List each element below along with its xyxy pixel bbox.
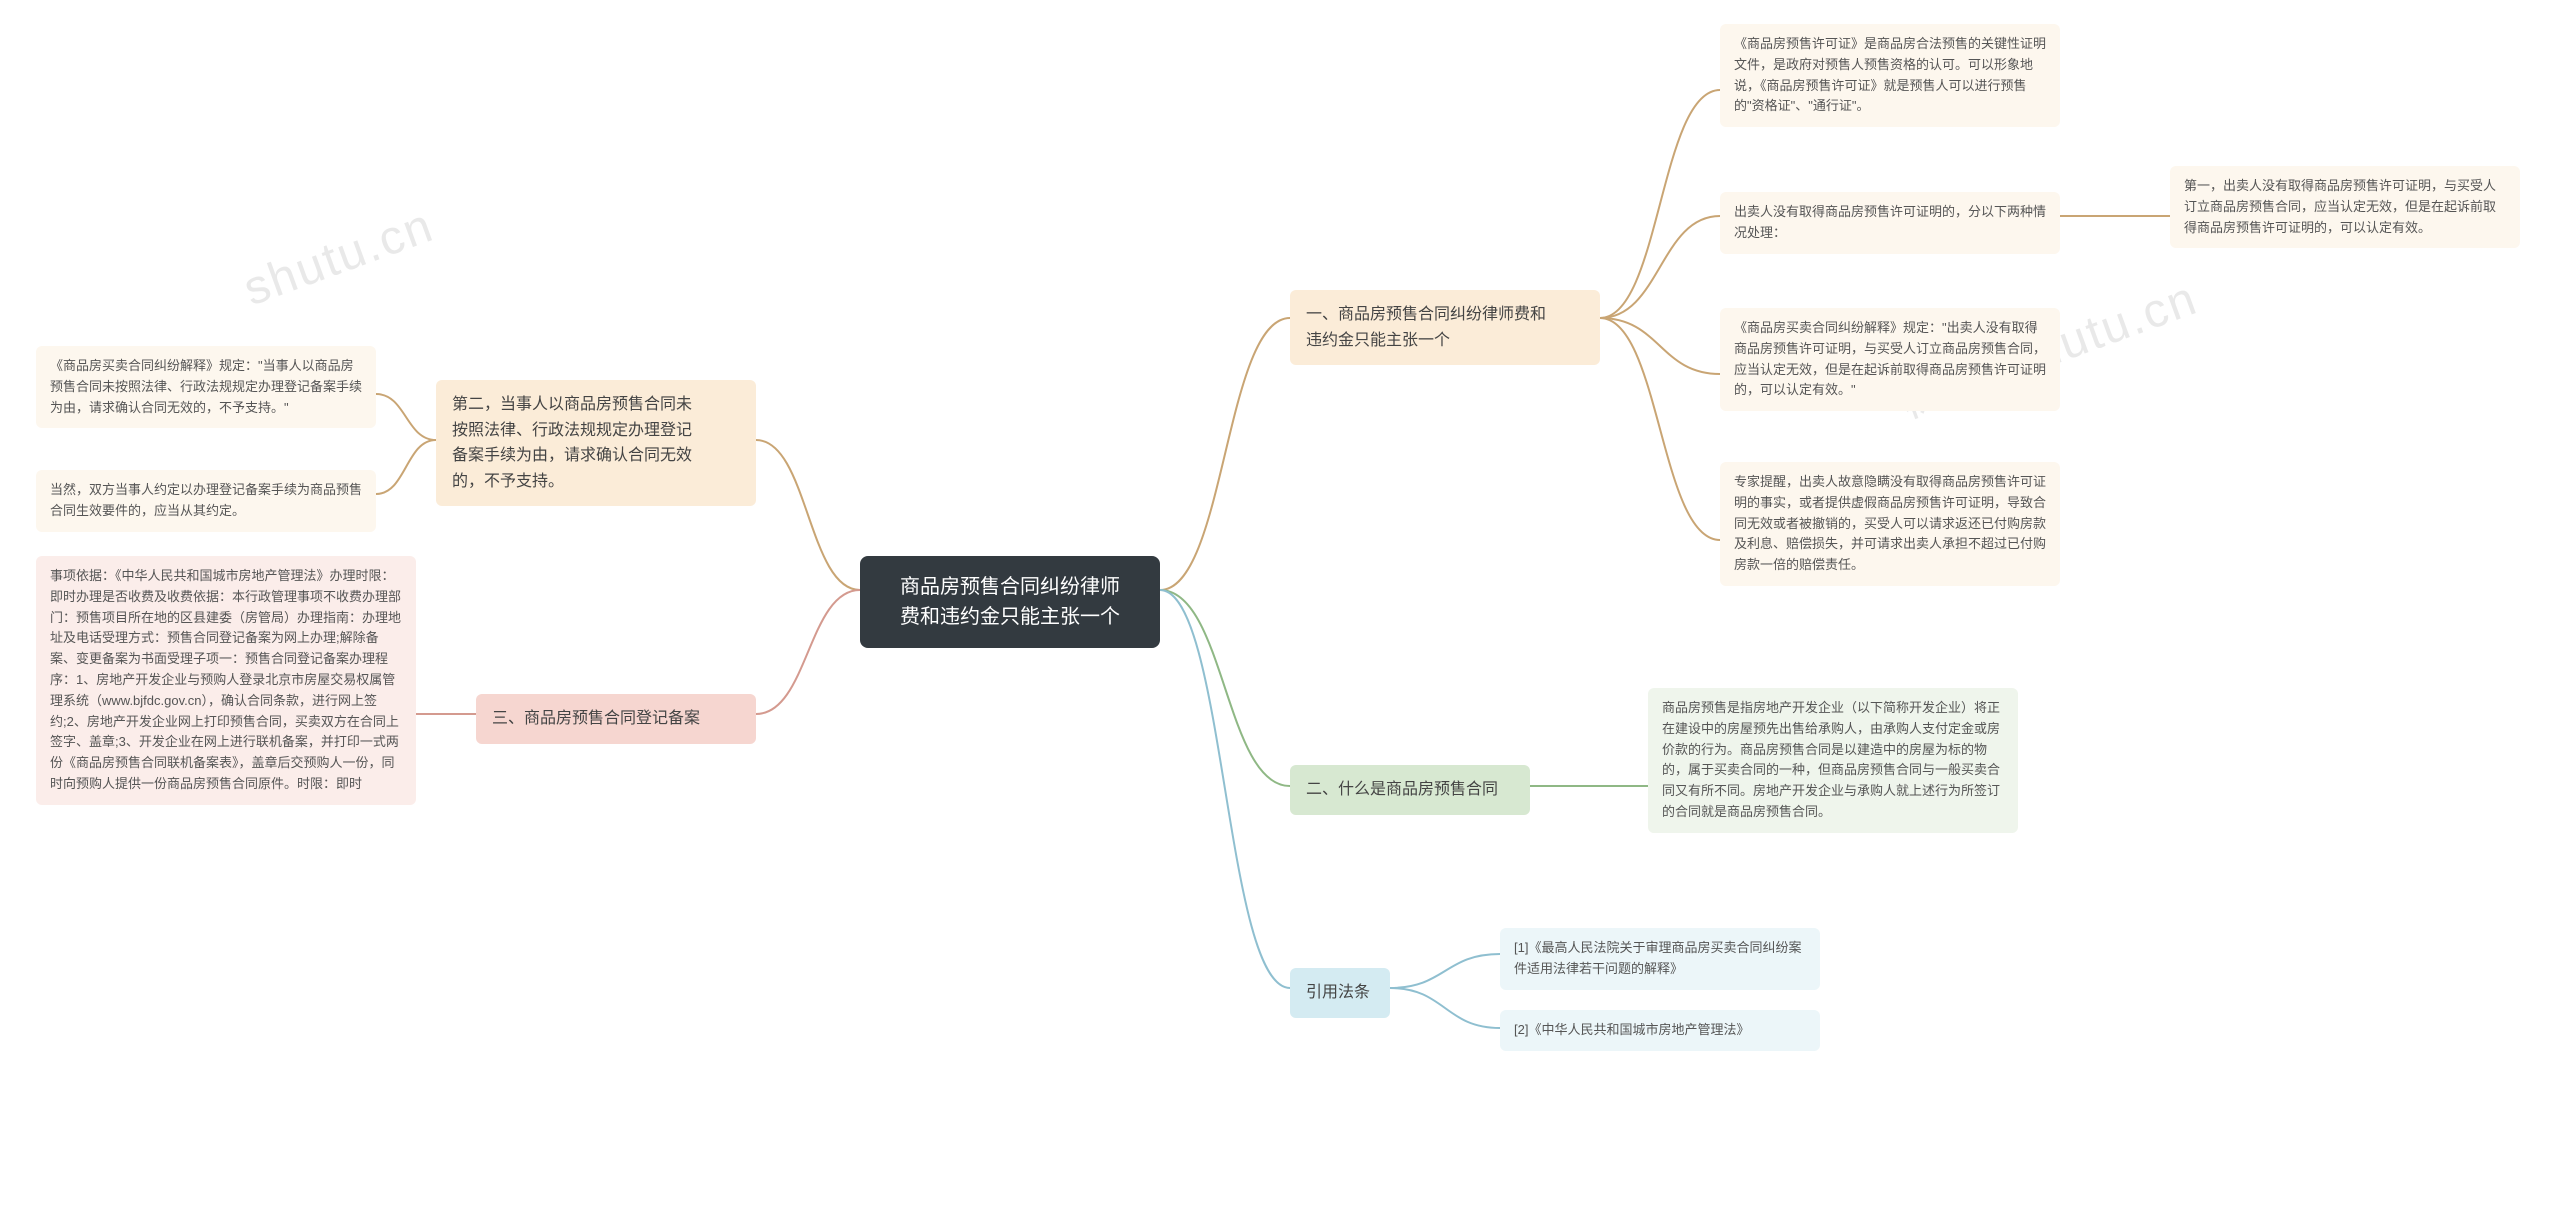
mindmap-node: [2]《中华人民共和国城市房地产管理法》 xyxy=(1500,1010,1820,1051)
mindmap-node: 出卖人没有取得商品房预售许可证明的，分以下两种情况处理： xyxy=(1720,192,2060,254)
connector-edge xyxy=(1160,318,1290,590)
mindmap-node: 事项依据：《中华人民共和国城市房地产管理法》办理时限：即时办理是否收费及收费依据… xyxy=(36,556,416,805)
mindmap-node: 三、商品房预售合同登记备案 xyxy=(476,694,756,744)
watermark: shutu.cn xyxy=(237,198,441,317)
connector-edge xyxy=(756,440,860,590)
mindmap-node: 一、商品房预售合同纠纷律师费和违约金只能主张一个 xyxy=(1290,290,1600,365)
mindmap-node: 二、什么是商品房预售合同 xyxy=(1290,765,1530,815)
mindmap-node: 第一，出卖人没有取得商品房预售许可证明，与买受人订立商品房预售合同，应当认定无效… xyxy=(2170,166,2520,248)
connector-edge xyxy=(376,440,436,494)
connector-edge xyxy=(1160,590,1290,988)
mindmap-node: [1]《最高人民法院关于审理商品房买卖合同纠纷案件适用法律若干问题的解释》 xyxy=(1500,928,1820,990)
mindmap-node: 专家提醒，出卖人故意隐瞒没有取得商品房预售许可证明的事实，或者提供虚假商品房预售… xyxy=(1720,462,2060,586)
connector-edge xyxy=(1390,988,1500,1028)
mindmap-node: 引用法条 xyxy=(1290,968,1390,1018)
connector-edge xyxy=(1600,90,1720,318)
connector-edge xyxy=(1390,954,1500,988)
connector-edge xyxy=(756,590,860,714)
connector-edge xyxy=(1160,590,1290,786)
connector-edge xyxy=(376,394,436,440)
mindmap-node: 《商品房预售许可证》是商品房合法预售的关键性证明文件，是政府对预售人预售资格的认… xyxy=(1720,24,2060,127)
mindmap-node: 《商品房买卖合同纠纷解释》规定："出卖人没有取得商品房预售许可证明，与买受人订立… xyxy=(1720,308,2060,411)
mindmap-node: 当然，双方当事人约定以办理登记备案手续为商品预售合同生效要件的，应当从其约定。 xyxy=(36,470,376,532)
mindmap-node: 第二，当事人以商品房预售合同未按照法律、行政法规规定办理登记备案手续为由，请求确… xyxy=(436,380,756,506)
mindmap-node: 《商品房买卖合同纠纷解释》规定："当事人以商品房预售合同未按照法律、行政法规规定… xyxy=(36,346,376,428)
mindmap-root: 商品房预售合同纠纷律师费和违约金只能主张一个 xyxy=(860,556,1160,648)
connector-edge xyxy=(1600,318,1720,374)
mindmap-node: 商品房预售是指房地产开发企业（以下简称开发企业）将正在建设中的房屋预先出售给承购… xyxy=(1648,688,2018,833)
connector-edge xyxy=(1600,318,1720,540)
connector-edge xyxy=(1600,216,1720,318)
